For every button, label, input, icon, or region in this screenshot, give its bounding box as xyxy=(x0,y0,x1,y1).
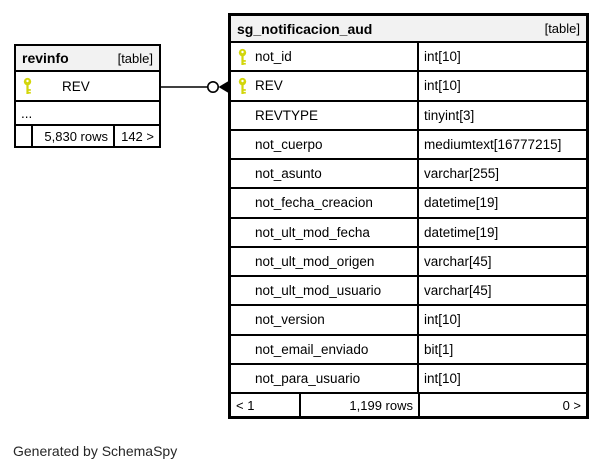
column-name-cell: not_version xyxy=(231,306,419,334)
column-type: int[10] xyxy=(424,312,461,328)
column-name: not_para_usuario xyxy=(255,370,361,386)
column-row[interactable]: not_version int[10] xyxy=(231,306,586,336)
zero-one-circle-marker xyxy=(207,81,220,94)
column-row[interactable]: not_para_usuario int[10] xyxy=(231,364,586,394)
children-count-cell[interactable]: 142 > xyxy=(121,128,154,144)
generated-by-note: Generated by SchemaSpy xyxy=(13,443,178,459)
table-revinfo-footer: 5,830 rows 142 > xyxy=(16,126,159,146)
column-type-cell: int[10] xyxy=(419,306,586,333)
column-type-cell: tinyint[3] xyxy=(419,102,586,129)
column-type: varchar[45] xyxy=(424,253,492,269)
column-rows: not_id int[10] REV int[10] xyxy=(231,43,586,394)
column-row[interactable]: not_email_enviado bit[1] xyxy=(231,335,586,365)
column-row[interactable]: REV int[10] xyxy=(231,72,586,102)
column-type: varchar[45] xyxy=(424,283,492,299)
column-type: datetime[19] xyxy=(424,195,499,211)
column-name-cell: not_id xyxy=(231,43,419,71)
column-type: mediumtext[16777215] xyxy=(424,136,562,152)
table-revinfo[interactable]: revinfo [table] REV ... xyxy=(14,44,161,148)
column-row-rev[interactable]: REV xyxy=(16,72,159,102)
primary-key-icon xyxy=(238,77,247,94)
column-row[interactable]: not_ult_mod_fecha datetime[19] xyxy=(231,218,586,248)
row-count-cell: 5,830 rows xyxy=(33,126,115,146)
column-type-cell: varchar[255] xyxy=(419,160,586,187)
parents-count-cell[interactable]: < 1 xyxy=(231,394,301,416)
column-row[interactable]: not_ult_mod_origen varchar[45] xyxy=(231,247,586,277)
ellipsis-label: ... xyxy=(21,105,33,121)
table-revinfo-header[interactable]: revinfo [table] xyxy=(16,46,159,72)
column-type: int[10] xyxy=(424,78,461,94)
column-name: REVTYPE xyxy=(255,107,319,123)
table-type-badge: [table] xyxy=(544,21,580,36)
column-name: REV xyxy=(62,78,90,94)
column-type-cell: datetime[19] xyxy=(419,219,586,246)
table-name: revinfo xyxy=(22,50,69,66)
column-name: REV xyxy=(255,78,283,94)
column-name-cell: not_para_usuario xyxy=(231,364,419,392)
column-name: not_email_enviado xyxy=(255,341,369,357)
column-type-cell: bit[1] xyxy=(419,336,586,363)
column-name: not_ult_mod_usuario xyxy=(255,283,382,299)
column-row[interactable]: not_fecha_creacion datetime[19] xyxy=(231,189,586,219)
column-type: varchar[255] xyxy=(424,166,500,182)
column-row[interactable]: not_id int[10] xyxy=(231,43,586,73)
column-name: not_ult_mod_fecha xyxy=(255,224,370,240)
column-name-cell: not_ult_mod_usuario xyxy=(231,277,419,305)
parents-count-cell xyxy=(16,126,33,146)
column-type: int[10] xyxy=(424,370,461,386)
column-type: int[10] xyxy=(424,49,461,65)
column-row[interactable]: not_cuerpo mediumtext[16777215] xyxy=(231,130,586,160)
table-type-badge: [table] xyxy=(117,50,153,66)
table-sg-footer: < 1 1,199 rows 0 > xyxy=(231,394,586,416)
column-name: not_asunto xyxy=(255,166,322,182)
column-type: bit[1] xyxy=(424,341,454,357)
column-type: tinyint[3] xyxy=(424,107,475,123)
column-type: datetime[19] xyxy=(424,224,499,240)
column-type-cell: int[10] xyxy=(419,43,586,70)
column-type-cell: varchar[45] xyxy=(419,277,586,304)
collapsed-columns-ellipsis[interactable]: ... xyxy=(16,102,159,126)
column-row[interactable]: REVTYPE tinyint[3] xyxy=(231,101,586,131)
column-name-cell: not_asunto xyxy=(231,160,419,188)
table-name: sg_notificacion_aud xyxy=(237,20,373,37)
column-name: not_fecha_creacion xyxy=(255,195,373,211)
children-count-cell[interactable]: 0 > xyxy=(562,397,581,413)
column-name: not_id xyxy=(255,49,292,65)
column-name-cell: not_ult_mod_origen xyxy=(231,247,419,275)
column-name-cell: not_cuerpo xyxy=(231,130,419,158)
column-type-cell: int[10] xyxy=(419,365,586,392)
column-name: not_cuerpo xyxy=(255,136,323,152)
primary-key-icon xyxy=(238,48,247,65)
column-name-cell: REV xyxy=(231,72,419,100)
column-type-cell: datetime[19] xyxy=(419,189,586,216)
column-type-cell: varchar[45] xyxy=(419,248,586,275)
column-row[interactable]: not_ult_mod_usuario varchar[45] xyxy=(231,277,586,307)
column-name: not_version xyxy=(255,312,325,328)
row-count-cell: 1,199 rows xyxy=(301,394,420,416)
column-name-cell: not_fecha_creacion xyxy=(231,189,419,217)
column-name-cell: not_email_enviado xyxy=(231,335,419,363)
table-sg-notificacion-aud[interactable]: sg_notificacion_aud [table] not_id int[1… xyxy=(228,13,589,419)
column-type-cell: int[10] xyxy=(419,72,586,99)
column-name-cell: not_ult_mod_fecha xyxy=(231,218,419,246)
primary-key-icon xyxy=(23,77,32,95)
column-row[interactable]: not_asunto varchar[255] xyxy=(231,160,586,190)
table-sg-header[interactable]: sg_notificacion_aud [table] xyxy=(231,16,586,43)
column-name: not_ult_mod_origen xyxy=(255,253,375,269)
column-type-cell: mediumtext[16777215] xyxy=(419,131,586,158)
column-name-cell: REVTYPE xyxy=(231,101,419,129)
